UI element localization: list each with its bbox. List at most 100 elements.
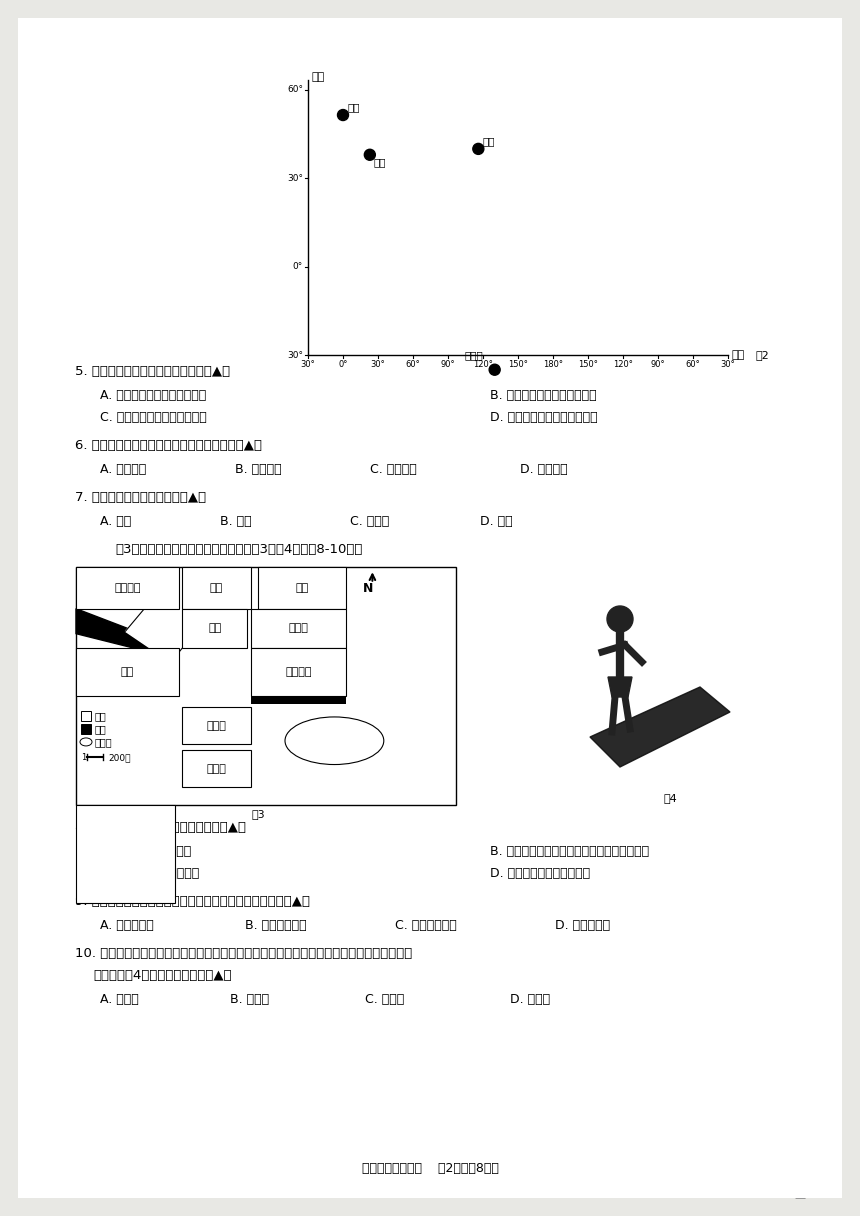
Text: 七年级地理试题卷    第2页（共8页）: 七年级地理试题卷 第2页（共8页）: [361, 1161, 499, 1175]
Text: D. 冬至日: D. 冬至日: [510, 993, 550, 1006]
Text: 湖泊: 湖泊: [95, 724, 107, 733]
Text: C. 堪培拉、北京、雅典、伦敦: C. 堪培拉、北京、雅典、伦敦: [100, 411, 206, 424]
Bar: [76, 567, 456, 805]
Text: C. 纬度差异: C. 纬度差异: [370, 463, 417, 475]
Text: 图4: 图4: [663, 793, 677, 803]
Text: D. 湖泊主要位于医院的南部: D. 湖泊主要位于医院的南部: [490, 867, 590, 880]
Text: 30°: 30°: [287, 350, 303, 360]
Text: C. 新华书店位于商城的西部: C. 新华书店位于商城的西部: [100, 867, 200, 880]
Text: 60°: 60°: [406, 360, 421, 368]
Polygon shape: [608, 677, 632, 697]
Text: 6. 世界各地熄灯时间存在差异的主要原因是（▲）: 6. 世界各地熄灯时间存在差异的主要原因是（▲）: [75, 439, 262, 452]
Text: 30°: 30°: [301, 360, 316, 368]
Text: 纬度: 纬度: [311, 72, 324, 81]
Bar: [182, 567, 251, 609]
Bar: [182, 708, 251, 744]
Circle shape: [365, 150, 375, 161]
Text: D. 北京、雅典、伦敦、堪培拉: D. 北京、雅典、伦敦、堪培拉: [490, 411, 598, 424]
Text: 超市: 超市: [208, 624, 221, 634]
Text: 60°: 60°: [685, 360, 700, 368]
Text: A. 地球自转: A. 地球自转: [100, 463, 146, 475]
Bar: [76, 567, 179, 609]
Circle shape: [489, 365, 501, 376]
Bar: [251, 696, 346, 704]
Text: 9. 如果下列四幅图的图幅大小相等，其中比例尺最大的是（▲）: 9. 如果下列四幅图的图幅大小相等，其中比例尺最大的是（▲）: [75, 895, 310, 908]
Bar: [258, 567, 346, 609]
Text: A. 学校紧邻超市和文化馆: A. 学校紧邻超市和文化馆: [100, 845, 191, 858]
Text: B. 雅典: B. 雅典: [220, 516, 252, 528]
Text: B. 地球公转: B. 地球公转: [235, 463, 281, 475]
Circle shape: [473, 143, 484, 154]
Bar: [182, 750, 251, 787]
Text: A. 学校导游图: A. 学校导游图: [100, 919, 154, 931]
Text: 60°: 60°: [287, 85, 303, 95]
Text: 北京: 北京: [482, 136, 494, 146]
Circle shape: [337, 109, 348, 120]
Bar: [182, 609, 247, 648]
Text: 120°: 120°: [613, 360, 633, 368]
Text: B. 夏至日: B. 夏至日: [230, 993, 269, 1006]
Text: 公园: 公园: [296, 582, 309, 593]
Text: 8. 以下对该平面地图的说法不正确的是（▲）: 8. 以下对该平面地图的说法不正确的是（▲）: [75, 821, 246, 834]
Text: 120°: 120°: [473, 360, 493, 368]
Ellipse shape: [285, 717, 384, 765]
Text: 经度: 经度: [731, 350, 744, 360]
Text: 居民区: 居民区: [206, 721, 226, 731]
Text: 雅典: 雅典: [374, 157, 386, 167]
Text: 200米: 200米: [108, 753, 131, 762]
Text: 30°: 30°: [371, 360, 385, 368]
Text: 150°: 150°: [578, 360, 598, 368]
Text: 居民区: 居民区: [206, 764, 226, 773]
Text: 的一天（图4），这天最可能是（▲）: 的一天（图4），这天最可能是（▲）: [93, 969, 231, 983]
Text: 建筑: 建筑: [95, 710, 107, 721]
Text: 90°: 90°: [651, 360, 666, 368]
Text: 90°: 90°: [440, 360, 455, 368]
Text: 180°: 180°: [543, 360, 563, 368]
Text: 7. 图中位于南半球的城市是（▲）: 7. 图中位于南半球的城市是（▲）: [75, 491, 206, 503]
Text: 学校校门: 学校校门: [285, 666, 311, 677]
Text: 30°: 30°: [721, 360, 735, 368]
Text: 堪培拉: 堪培拉: [464, 350, 483, 360]
Bar: [81, 710, 91, 721]
Text: 图3: 图3: [252, 809, 265, 820]
Bar: [251, 609, 346, 648]
Text: 图3为成都某学校附近的平面地图。读图3、图4，完成8-10题。: 图3为成都某学校附近的平面地图。读图3、图4，完成8-10题。: [115, 544, 362, 556]
Text: 文化馆: 文化馆: [288, 624, 308, 634]
Text: 体育场: 体育场: [95, 737, 113, 747]
Bar: [76, 648, 179, 696]
Text: D. 中国地形图: D. 中国地形图: [555, 919, 610, 931]
Text: 新华书店: 新华书店: [114, 582, 140, 593]
Text: 伦敦: 伦敦: [347, 102, 359, 112]
Text: A. 北京、堪培拉、伦敦、雅典: A. 北京、堪培拉、伦敦、雅典: [100, 389, 206, 402]
Text: 0°: 0°: [338, 360, 347, 368]
Bar: [81, 724, 91, 733]
Text: 商城: 商城: [210, 582, 224, 593]
Text: 医院: 医院: [120, 666, 134, 677]
Text: D. 海陆差异: D. 海陆差异: [520, 463, 568, 475]
Text: 图2: 图2: [756, 350, 770, 360]
Text: N: N: [363, 581, 373, 595]
Text: C. 秋分日: C. 秋分日: [365, 993, 404, 1006]
Ellipse shape: [80, 738, 92, 745]
Polygon shape: [76, 609, 179, 648]
Text: B. 从居民区到公园的最近路线要经过学校西侧: B. 从居民区到公园的最近路线要经过学校西侧: [490, 845, 649, 858]
Text: B. 成都市交通图: B. 成都市交通图: [245, 919, 307, 931]
Text: A. 北京: A. 北京: [100, 516, 132, 528]
Circle shape: [607, 606, 633, 632]
Text: —: —: [795, 1193, 806, 1203]
Bar: [251, 648, 346, 696]
Polygon shape: [126, 609, 182, 663]
Text: C. 堪培拉: C. 堪培拉: [350, 516, 390, 528]
Text: 1: 1: [81, 753, 86, 762]
Polygon shape: [590, 687, 730, 767]
Text: 10. 成都的小乐同学某天正午站在体育场内，测量得出这一天她的影子是一年中正午时刻最长: 10. 成都的小乐同学某天正午站在体育场内，测量得出这一天她的影子是一年中正午时…: [75, 947, 412, 959]
Text: 5. 图中四个城市熄灯的先后顺序是（▲）: 5. 图中四个城市熄灯的先后顺序是（▲）: [75, 365, 230, 378]
Text: C. 四川省政区图: C. 四川省政区图: [395, 919, 457, 931]
Text: B. 伦敦、雅典、北京、堪培拉: B. 伦敦、雅典、北京、堪培拉: [490, 389, 597, 402]
Text: 150°: 150°: [508, 360, 528, 368]
Text: 30°: 30°: [287, 174, 303, 182]
Bar: [76, 805, 175, 902]
Text: A. 春分日: A. 春分日: [100, 993, 138, 1006]
Text: D. 伦敦: D. 伦敦: [480, 516, 513, 528]
Text: 0°: 0°: [292, 263, 303, 271]
